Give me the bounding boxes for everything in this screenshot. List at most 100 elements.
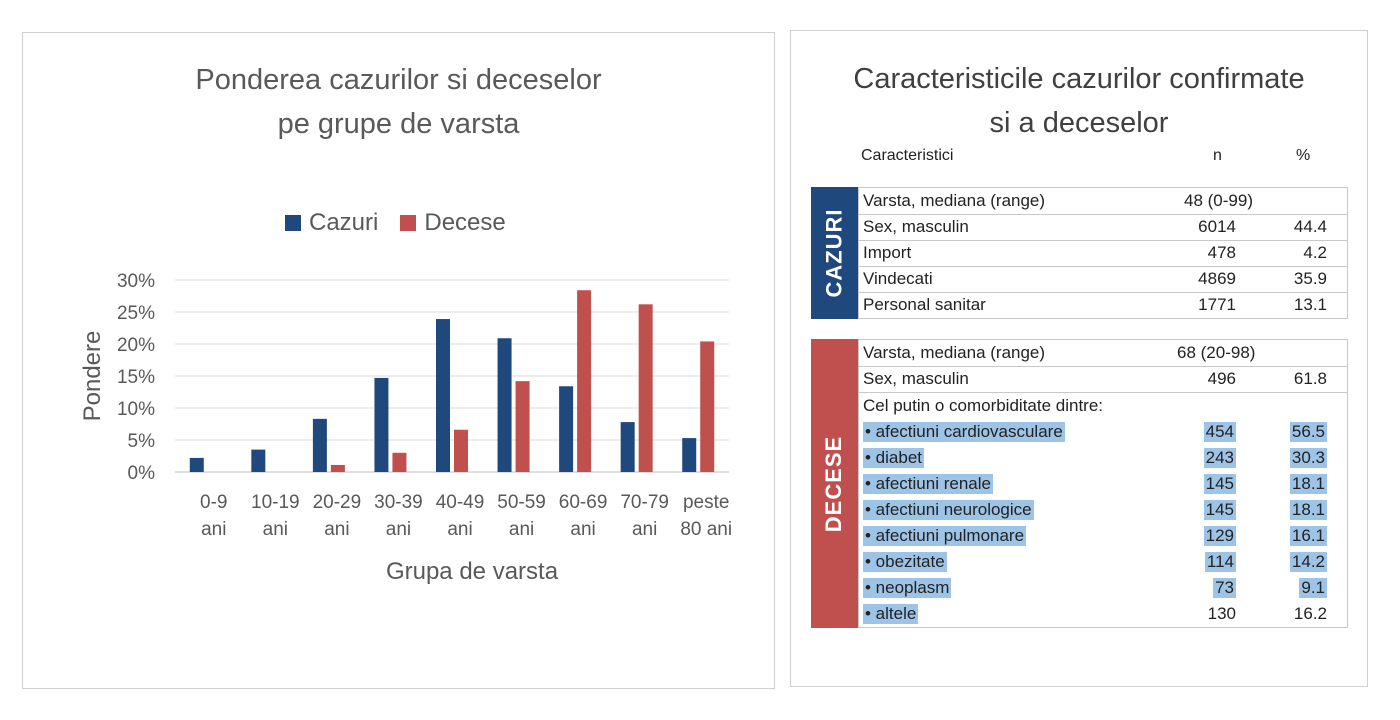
- bar-decese: [638, 304, 653, 472]
- row-pct: 30.3: [1289, 448, 1327, 468]
- table-row: • afectiuni cardiovasculare 454 56.5: [859, 419, 1347, 445]
- row-label: • diabet: [863, 448, 924, 468]
- legend-item-decese: Decese: [400, 209, 506, 237]
- row-n: 145: [1203, 500, 1236, 520]
- table-row: • afectiuni renale 145 18.1: [859, 471, 1347, 497]
- x-axis-label: Grupa de varsta: [386, 558, 559, 585]
- row-pct: 16.1: [1289, 526, 1327, 546]
- bar-cazuri: [620, 422, 635, 472]
- table-row: • afectiuni neurologice 145 18.1: [859, 497, 1347, 523]
- row-label: • afectiuni renale: [863, 474, 993, 494]
- y-axis-label: Pondere: [79, 331, 106, 422]
- bar-cazuri: [189, 457, 204, 472]
- x-tick-label: 80 ani: [680, 519, 732, 540]
- decese-section-label: DECESE: [811, 339, 858, 628]
- cazuri-section-label: CAZURI: [811, 187, 858, 319]
- x-tick-label: ani: [324, 519, 349, 540]
- y-tick-label: 30%: [117, 271, 155, 292]
- y-tick-label: 20%: [117, 335, 155, 356]
- row-n: 4869: [1198, 269, 1236, 288]
- x-tick-label: 50-59: [497, 492, 546, 513]
- x-tick-label: 30-39: [374, 492, 423, 513]
- x-tick-label: peste: [683, 492, 729, 513]
- x-tick-label: ani: [263, 519, 288, 540]
- row-n: 496: [1207, 369, 1236, 388]
- header-pct: %: [1296, 147, 1311, 164]
- row-n: 454: [1203, 422, 1236, 442]
- cazuri-label-text: CAZURI: [821, 208, 847, 298]
- row-label: Sex, masculin: [863, 369, 969, 388]
- bar-cazuri: [497, 338, 512, 472]
- cazuri-table: Varsta, mediana (range) 48 (0-99) Sex, m…: [858, 187, 1348, 319]
- table-row: Vindecati 4869 35.9: [859, 266, 1347, 293]
- table-row: Varsta, mediana (range) 68 (20-98): [859, 340, 1347, 367]
- row-label: Varsta, mediana (range): [863, 191, 1046, 210]
- x-tick-label: ani: [201, 519, 226, 540]
- chart-legend: Cazuri Decese: [285, 209, 528, 237]
- table-row: • obezitate 114 14.2: [859, 549, 1347, 575]
- row-n: 73: [1213, 578, 1236, 598]
- x-tick-label: 20-29: [313, 492, 362, 513]
- row-n: 129: [1203, 526, 1236, 546]
- legend-label-cazuri: Cazuri: [309, 209, 379, 236]
- row-pct: 13.1: [1293, 295, 1327, 314]
- row-n: 478: [1207, 243, 1236, 262]
- bar-chart: 0% 5% 10% 15% 20% 25% 30% Pondere Grupa de varst…: [79, 271, 732, 585]
- row-label: Personal sanitar: [863, 295, 986, 314]
- y-tick-label: 10%: [117, 399, 155, 420]
- x-tick-label: ani: [447, 519, 472, 540]
- row-pct: 9.1: [1299, 578, 1327, 598]
- y-tick-label: 25%: [117, 303, 155, 324]
- bar-decese: [454, 429, 468, 472]
- bar-cazuri: [374, 377, 389, 472]
- row-pct: 4.2: [1303, 243, 1327, 262]
- bar-cazuri: [436, 319, 450, 472]
- table-row: • diabet 243 30.3: [859, 445, 1347, 471]
- table-row: Cel putin o comorbiditate dintre:: [859, 393, 1347, 419]
- table-row: Sex, masculin 6014 44.4: [859, 214, 1347, 241]
- bar-cazuri: [559, 386, 574, 472]
- table-row: • afectiuni pulmonare 129 16.1: [859, 523, 1347, 549]
- x-tick-label: 10-19: [251, 492, 300, 513]
- legend-swatch-cazuri: [285, 215, 301, 231]
- bar-cazuri: [251, 449, 266, 472]
- row-n: 243: [1203, 448, 1236, 468]
- header-characteristics: Caracteristici: [861, 147, 954, 164]
- header-n: n: [1213, 147, 1222, 164]
- x-tick-label: ani: [386, 519, 411, 540]
- row-label: Vindecati: [863, 269, 933, 288]
- bar-decese: [330, 464, 345, 472]
- table-row: Sex, masculin 496 61.8: [859, 366, 1347, 393]
- table-row: Varsta, mediana (range) 48 (0-99): [859, 188, 1347, 215]
- row-pct: 18.1: [1289, 500, 1327, 520]
- table-title-line2: si a deceselor: [989, 107, 1169, 139]
- row-label: Varsta, mediana (range): [863, 343, 1046, 362]
- table-row: • neoplasm 73 9.1: [859, 575, 1347, 601]
- x-tick-label: 0-9: [200, 492, 227, 513]
- table-panel: Caracteristicile cazurilor confirmate si…: [790, 30, 1368, 687]
- x-tick-label: ani: [509, 519, 534, 540]
- row-label: • altele: [863, 604, 919, 624]
- x-tick-label: ani: [632, 519, 657, 540]
- row-label: • afectiuni cardiovasculare: [863, 422, 1065, 442]
- decese-label-text: DECESE: [821, 435, 847, 532]
- bar-cazuri: [682, 438, 697, 472]
- row-median-value: 48 (0-99): [1184, 191, 1253, 210]
- x-tick-label: 60-69: [559, 492, 608, 513]
- row-label: • neoplasm: [863, 578, 952, 598]
- x-tick-label: 70-79: [620, 492, 669, 513]
- y-tick-label: 5%: [128, 431, 156, 452]
- row-pct: 14.2: [1289, 552, 1327, 572]
- row-pct: 61.8: [1293, 369, 1327, 388]
- row-pct: 56.5: [1289, 422, 1327, 442]
- row-label: Sex, masculin: [863, 217, 969, 236]
- row-n: 6014: [1198, 217, 1236, 236]
- y-tick-label: 0%: [128, 463, 156, 484]
- y-tick-label: 15%: [117, 367, 155, 388]
- table-title-line1: Caracteristicile cazurilor confirmate: [853, 63, 1305, 95]
- row-pct: 35.9: [1293, 269, 1327, 288]
- legend-swatch-decese: [400, 215, 417, 231]
- table-row: • altele 130 16.2: [859, 601, 1347, 627]
- comorbidity-heading: Cel putin o comorbiditate dintre:: [863, 396, 1104, 415]
- chart-panel: Ponderea cazurilor si deceselor pe grupe…: [22, 32, 775, 689]
